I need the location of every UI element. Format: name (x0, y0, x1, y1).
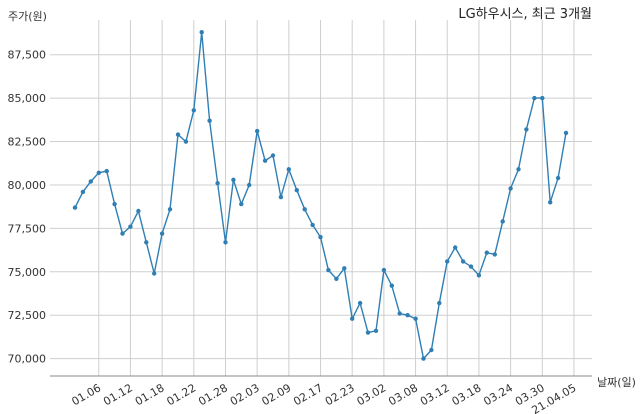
x-tick-label: 02.17 (291, 381, 325, 408)
x-tick-label: 03.12 (418, 381, 452, 408)
x-tick-label: 03.08 (386, 381, 420, 408)
x-tick-label: 01.28 (196, 381, 230, 408)
data-point (255, 128, 260, 134)
data-point (152, 271, 157, 276)
data-point (437, 300, 442, 306)
data-point (397, 311, 402, 316)
data-point (302, 207, 307, 212)
data-point (72, 205, 78, 210)
y-tick-label: 82,500 (8, 136, 47, 149)
data-point (563, 130, 569, 136)
data-point (112, 201, 117, 207)
data-point (318, 234, 323, 240)
data-point (548, 200, 553, 205)
y-tick-label: 70,000 (8, 353, 47, 366)
data-point (167, 207, 173, 212)
data-point (128, 224, 133, 229)
data-point (159, 231, 165, 236)
data-point (429, 347, 434, 353)
y-tick-label: 85,000 (8, 92, 47, 105)
y-tick-label: 72,500 (8, 309, 47, 322)
data-point (136, 208, 141, 214)
data-point (342, 266, 347, 271)
data-point (381, 267, 387, 273)
x-tick-label: 01.18 (133, 381, 167, 408)
data-point (524, 127, 529, 132)
data-point (231, 177, 236, 182)
x-tick-label: 03.02 (355, 381, 389, 408)
x-tick-label: 02.03 (228, 381, 262, 408)
x-tick-labels: 01.0601.1201.1801.2201.2802.0302.0902.17… (69, 381, 578, 414)
data-point (468, 264, 474, 269)
price-points (72, 30, 569, 361)
data-point (278, 194, 284, 200)
data-point (500, 219, 505, 224)
x-tick-label: 01.06 (69, 381, 103, 408)
data-point (144, 240, 149, 245)
data-point (239, 201, 244, 207)
data-point (389, 283, 394, 288)
data-point (555, 175, 561, 181)
x-tick-label: 02.09 (260, 381, 294, 408)
data-point (270, 153, 276, 158)
data-point (326, 267, 331, 273)
data-point (453, 245, 458, 250)
chart-title: LG하우시스, 최근 3개월 (458, 7, 592, 22)
data-point (80, 189, 86, 195)
data-point (310, 222, 315, 228)
gridlines (50, 20, 592, 376)
data-point (476, 273, 482, 278)
data-point (120, 231, 125, 236)
data-point (373, 328, 379, 333)
data-point (334, 276, 339, 281)
y-tick-label: 80,000 (8, 179, 47, 192)
data-point (365, 330, 371, 335)
data-point (484, 250, 489, 255)
y-tick-label: 75,000 (8, 266, 47, 279)
y-tick-label: 77,500 (8, 222, 47, 235)
data-point (516, 167, 521, 172)
x-tick-label: 03.24 (481, 381, 515, 408)
data-point (88, 179, 94, 184)
data-point (183, 139, 189, 144)
x-axis-title: 날짜(일) (597, 375, 636, 389)
data-point (96, 170, 102, 175)
data-point (532, 95, 537, 101)
data-point (413, 316, 418, 321)
data-point (223, 240, 228, 245)
data-point (215, 181, 220, 186)
data-point (262, 158, 268, 163)
data-point (460, 259, 466, 264)
x-tick-label: 03.18 (450, 381, 484, 408)
y-tick-labels: 70,000 72,500 75,000 77,500 80,000 82,500 85,0… (8, 49, 47, 366)
data-point (294, 188, 299, 193)
data-point (445, 259, 450, 264)
x-tick-label: 02.23 (323, 381, 357, 408)
data-point (540, 95, 545, 101)
y-tick-label: 87,500 (8, 49, 47, 62)
data-point (508, 186, 513, 191)
data-point (175, 132, 181, 137)
data-point (199, 30, 204, 35)
data-point (357, 300, 363, 306)
data-point (207, 118, 212, 123)
y-axis-title: 주가(원) (8, 10, 47, 23)
data-point (247, 182, 252, 188)
x-tick-label: 01.12 (101, 381, 135, 408)
data-point (286, 167, 291, 172)
data-point (104, 168, 109, 174)
x-tick-label: 01.22 (165, 381, 199, 408)
data-point (350, 316, 355, 321)
data-point (405, 313, 410, 318)
data-point (421, 356, 426, 361)
data-point (492, 252, 497, 257)
data-point (191, 108, 196, 113)
